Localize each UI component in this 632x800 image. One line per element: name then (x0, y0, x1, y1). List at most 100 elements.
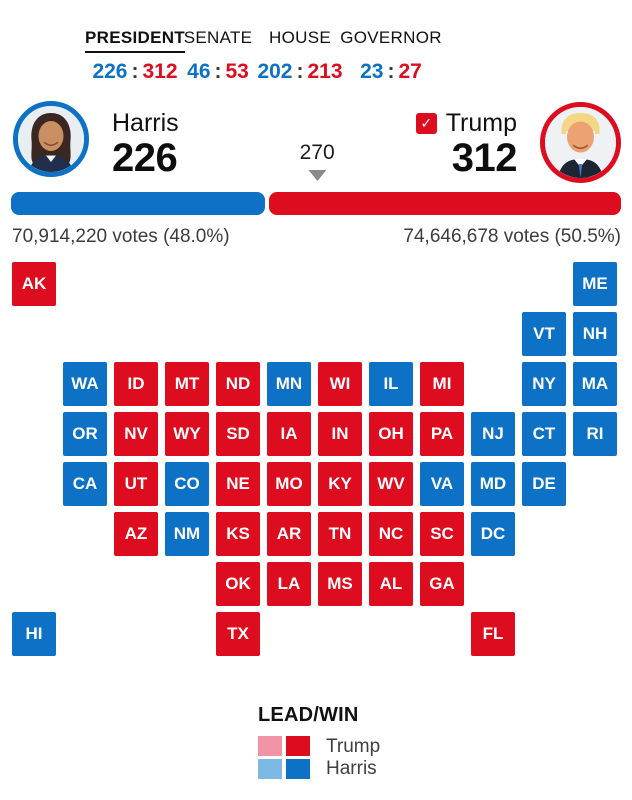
state-tile-wy[interactable]: WY (165, 412, 209, 456)
state-tile-wi[interactable]: WI (318, 362, 362, 406)
state-tile-nc[interactable]: NC (369, 512, 413, 556)
state-tile-ar[interactable]: AR (267, 512, 311, 556)
trump-portrait-icon (545, 107, 616, 178)
state-tile-tx[interactable]: TX (216, 612, 260, 656)
dem-count: 226 (92, 60, 128, 83)
legend-label-harris: Harris (326, 757, 377, 779)
tab-score: 202:213 (257, 60, 342, 84)
state-tile-ct[interactable]: CT (522, 412, 566, 456)
tab-president[interactable]: PRESIDENT 226:312 (85, 28, 185, 84)
state-tile-fl[interactable]: FL (471, 612, 515, 656)
state-tile-or[interactable]: OR (63, 412, 107, 456)
state-tile-mo[interactable]: MO (267, 462, 311, 506)
legend-title: LEAD/WIN (258, 704, 359, 726)
state-tile-dc[interactable]: DC (471, 512, 515, 556)
harris-electoral-votes: 226 (112, 136, 178, 180)
score-separator: : (296, 60, 304, 83)
state-tile-in[interactable]: IN (318, 412, 362, 456)
majority-arrow-icon (308, 170, 327, 181)
state-tile-wa[interactable]: WA (63, 362, 107, 406)
dem-count: 202 (257, 60, 293, 83)
dem-count: 23 (360, 60, 384, 83)
state-tile-de[interactable]: DE (522, 462, 566, 506)
tab-score: 23:27 (340, 60, 442, 84)
majority-marker: 270 (300, 141, 335, 181)
state-tile-nj[interactable]: NJ (471, 412, 515, 456)
harris-name: Harris (112, 109, 179, 137)
trump-win-swatch (286, 736, 310, 756)
harris-avatar (13, 101, 89, 177)
majority-label: 270 (299, 141, 335, 164)
harris-win-swatch (286, 759, 310, 779)
dem-bar (11, 192, 266, 215)
tab-label: SENATE (183, 28, 253, 47)
state-tile-oh[interactable]: OH (369, 412, 413, 456)
state-tile-ks[interactable]: KS (216, 512, 260, 556)
state-tile-ri[interactable]: RI (573, 412, 617, 456)
state-tile-ut[interactable]: UT (114, 462, 158, 506)
state-tile-hi[interactable]: HI (12, 612, 56, 656)
trump-info: ✓ Trump 312 (415, 109, 518, 180)
state-tile-sd[interactable]: SD (216, 412, 260, 456)
state-tile-ms[interactable]: MS (318, 562, 362, 606)
state-tile-pa[interactable]: PA (420, 412, 464, 456)
score-separator: : (387, 60, 395, 83)
state-tile-nd[interactable]: ND (216, 362, 260, 406)
state-tile-ok[interactable]: OK (216, 562, 260, 606)
state-tile-az[interactable]: AZ (114, 512, 158, 556)
state-tile-ca[interactable]: CA (63, 462, 107, 506)
rep-count: 312 (142, 60, 178, 83)
state-tile-nm[interactable]: NM (165, 512, 209, 556)
state-tile-md[interactable]: MD (471, 462, 515, 506)
state-tile-vt[interactable]: VT (522, 312, 566, 356)
state-tile-mt[interactable]: MT (165, 362, 209, 406)
state-tile-ak[interactable]: AK (12, 262, 56, 306)
state-tile-wv[interactable]: WV (369, 462, 413, 506)
state-tile-va[interactable]: VA (420, 462, 464, 506)
tile-map: AK ME VT NH WA ID MT ND MN WI IL MI NY MA OR NV WY SD IA IN… (12, 262, 617, 656)
state-tile-ne[interactable]: NE (216, 462, 260, 506)
majority-marker-layer: 270 (11, 141, 621, 189)
trump-electoral-votes: 312 (451, 136, 518, 180)
tab-house[interactable]: HOUSE 202:213 (257, 28, 342, 84)
state-tile-al[interactable]: AL (369, 562, 413, 606)
state-tile-nv[interactable]: NV (114, 412, 158, 456)
state-tile-ia[interactable]: IA (267, 412, 311, 456)
trump-popular-vote: 74,646,678 votes (50.5%) (403, 226, 621, 247)
tab-label: HOUSE (269, 28, 331, 47)
harris-portrait-icon (18, 106, 84, 172)
rep-count: 53 (225, 60, 249, 83)
state-tile-mn[interactable]: MN (267, 362, 311, 406)
rep-bar (269, 192, 621, 215)
state-tile-mi[interactable]: MI (420, 362, 464, 406)
state-tile-tn[interactable]: TN (318, 512, 362, 556)
state-tile-il[interactable]: IL (369, 362, 413, 406)
tab-score: 46:53 (184, 60, 253, 84)
state-tile-la[interactable]: LA (267, 562, 311, 606)
legend-swatches (258, 736, 310, 779)
winner-check-icon: ✓ (415, 113, 437, 134)
state-tile-ma[interactable]: MA (573, 362, 617, 406)
state-tile-nh[interactable]: NH (573, 312, 617, 356)
state-tile-ny[interactable]: NY (522, 362, 566, 406)
state-tile-co[interactable]: CO (165, 462, 209, 506)
legend-label-trump: Trump (326, 736, 381, 757)
tab-governor[interactable]: GOVERNOR 23:27 (340, 28, 442, 84)
state-tile-me[interactable]: ME (573, 262, 617, 306)
state-tile-ky[interactable]: KY (318, 462, 362, 506)
electoral-vote-bar (11, 192, 621, 215)
tab-label: PRESIDENT (85, 28, 185, 53)
state-tile-sc[interactable]: SC (420, 512, 464, 556)
trump-name: Trump (445, 109, 517, 137)
tab-senate[interactable]: SENATE 46:53 (184, 28, 253, 84)
tab-score: 226:312 (85, 60, 185, 84)
state-tile-id[interactable]: ID (114, 362, 158, 406)
harris-lead-swatch (258, 759, 282, 779)
harris-info: Harris 226 (112, 109, 179, 178)
score-separator: : (214, 60, 222, 83)
rep-count: 27 (398, 60, 422, 83)
state-tile-ga[interactable]: GA (420, 562, 464, 606)
lead-win-legend: LEAD/WIN Trump Harris (258, 704, 380, 779)
tab-label: GOVERNOR (340, 28, 442, 47)
